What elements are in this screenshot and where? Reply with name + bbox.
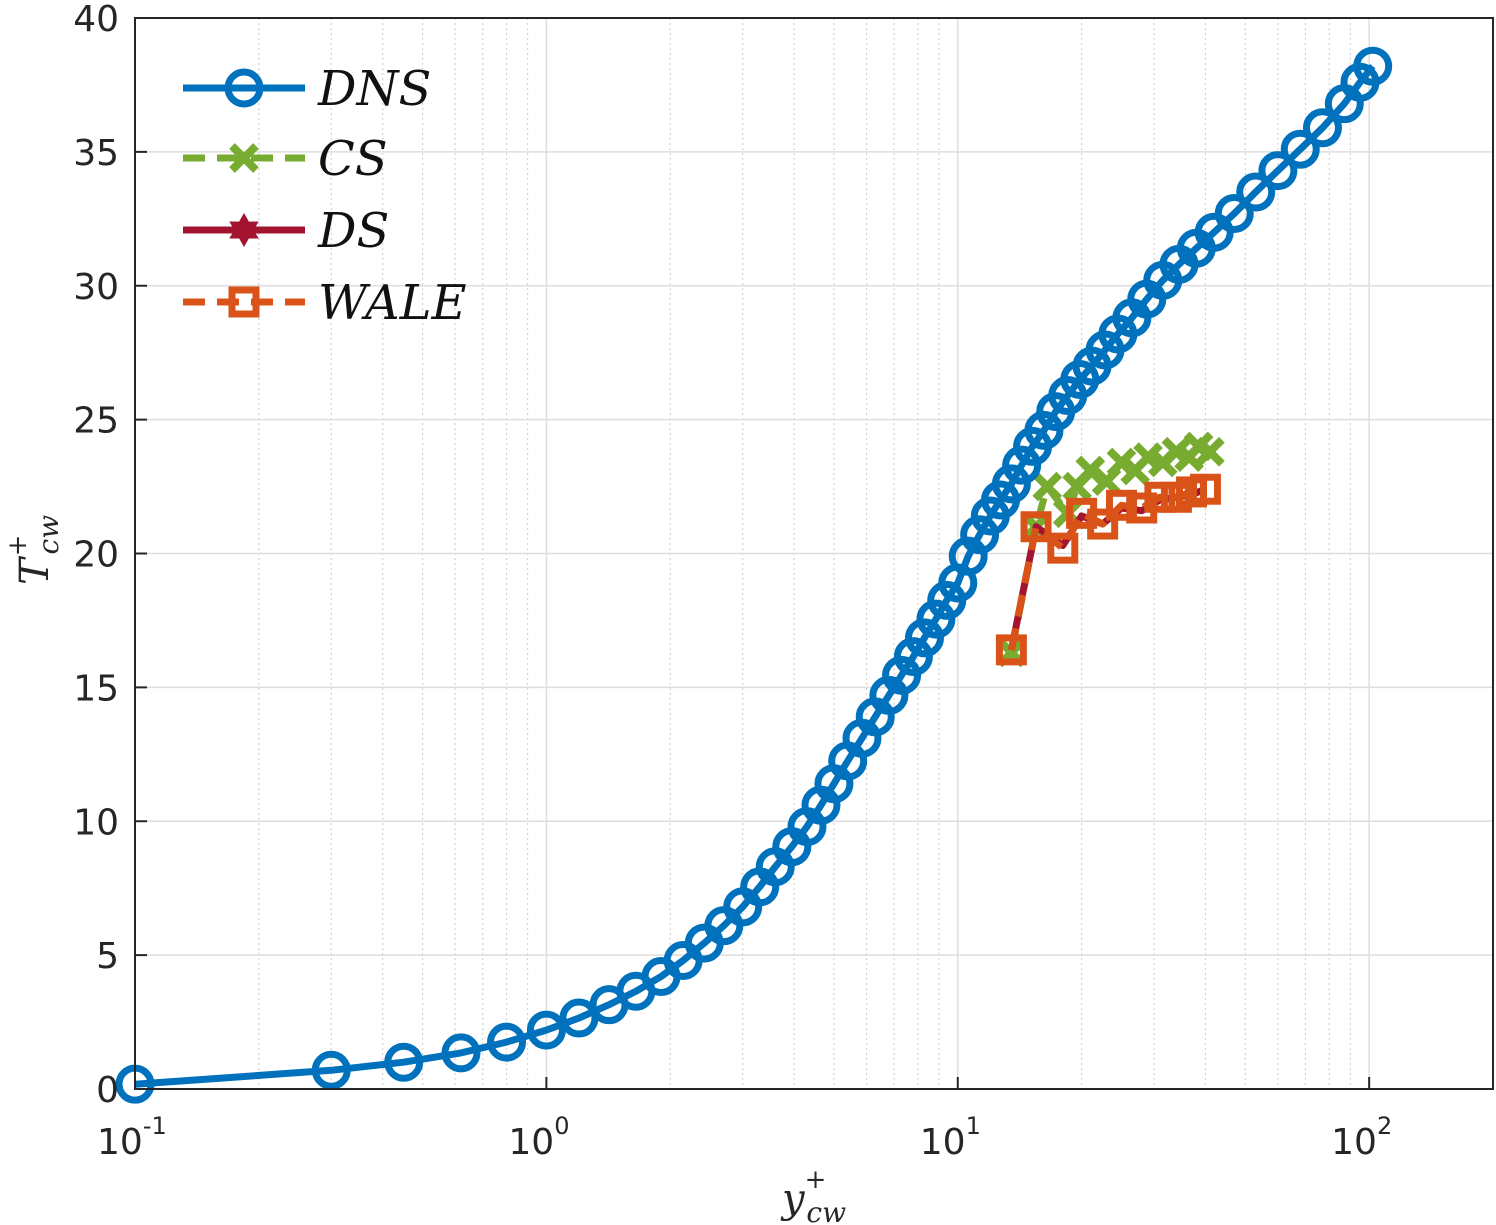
x-tick-label: 10-1: [97, 1112, 167, 1163]
series-dns: [115, 46, 1393, 1104]
y-tick-label: 30: [73, 267, 119, 308]
y-tick-label: 35: [73, 133, 119, 174]
y-tick-labels: 0 5 10 15 20 25 30 35 40: [73, 0, 119, 1111]
legend-label: DNS: [317, 61, 431, 117]
data-point-square: [1189, 473, 1221, 505]
legend-label: WALE: [318, 275, 467, 331]
data-point-circle: [1258, 151, 1298, 191]
data-point-square: [228, 286, 260, 318]
series-cs: [996, 431, 1225, 668]
data-point-x: [1195, 436, 1225, 467]
series-layer: [115, 46, 1393, 1104]
data-point-circle: [384, 1042, 424, 1082]
data-point-x: [229, 143, 259, 173]
data-point-circle: [1353, 46, 1393, 86]
data-point-circle: [224, 68, 264, 108]
data-point-hexagram: [229, 212, 259, 248]
y-tick-label: 5: [96, 936, 119, 977]
legend: DNS CS DS WALE: [183, 61, 467, 331]
legend-entry-ds: DS: [183, 203, 389, 259]
data-point-square: [995, 634, 1027, 666]
x-tick-exponent: 0: [554, 1112, 569, 1140]
x-tick-labels: 10-1 100 101 102: [97, 1112, 1392, 1163]
y-axis-label-sub: cw: [32, 515, 65, 555]
x-axis-label-sup: +: [805, 1165, 827, 1195]
x-tick-exponent: 1: [966, 1112, 981, 1140]
data-point-circle: [991, 464, 1031, 504]
x-tick-base: 10: [508, 1122, 554, 1163]
x-axis-label-base: y: [780, 1176, 806, 1222]
data-point-square: [1020, 511, 1052, 543]
y-tick-label: 25: [73, 401, 119, 442]
data-point-circle: [1236, 172, 1276, 212]
legend-label: DS: [317, 203, 389, 259]
data-point-circle: [311, 1050, 351, 1090]
y-tick-label: 20: [73, 535, 119, 576]
data-point-square: [1047, 532, 1079, 564]
y-tick-label: 10: [73, 802, 119, 843]
legend-entry-cs: CS: [183, 131, 388, 187]
data-point-circle: [487, 1022, 527, 1062]
x-axis-label: y+ cw: [780, 1165, 846, 1225]
x-tick-base: 10: [1331, 1122, 1377, 1163]
x-tick-exponent: 2: [1377, 1112, 1392, 1140]
legend-entry-wale: WALE: [183, 275, 467, 331]
data-point-square: [1105, 489, 1137, 521]
x-tick-base: 10: [97, 1122, 143, 1163]
y-axis-label-base: T: [12, 555, 58, 585]
x-axis-label-sub: cw: [806, 1196, 846, 1225]
x-tick-label: 102: [1331, 1112, 1392, 1163]
legend-label: CS: [318, 131, 388, 187]
x-tick-base: 10: [920, 1122, 966, 1163]
y-axis-label-sup: +: [3, 535, 33, 557]
legend-entry-dns: DNS: [183, 61, 431, 117]
x-tick-label: 101: [920, 1112, 981, 1163]
y-tick-label: 0: [96, 1070, 119, 1111]
data-point-circle: [1214, 193, 1254, 233]
x-tick-exponent: -1: [143, 1112, 167, 1140]
x-tick-label: 100: [508, 1112, 569, 1163]
data-point-square: [1144, 481, 1176, 513]
axis-tick-marks: [134, 17, 1371, 1090]
data-point-x: [1106, 447, 1137, 478]
data-point-circle: [526, 1010, 566, 1050]
series-wale: [995, 473, 1221, 666]
data-point-circle: [1302, 108, 1342, 148]
y-axis-label: T+cw: [3, 515, 65, 585]
y-axis-label-group: T+cw: [3, 515, 65, 585]
y-tick-label: 40: [73, 0, 119, 40]
y-tick-label: 15: [73, 668, 119, 709]
data-point-circle: [441, 1033, 481, 1073]
data-point-x: [1032, 471, 1063, 502]
data-point-circle: [1280, 129, 1320, 169]
data-point-square: [1087, 508, 1119, 540]
